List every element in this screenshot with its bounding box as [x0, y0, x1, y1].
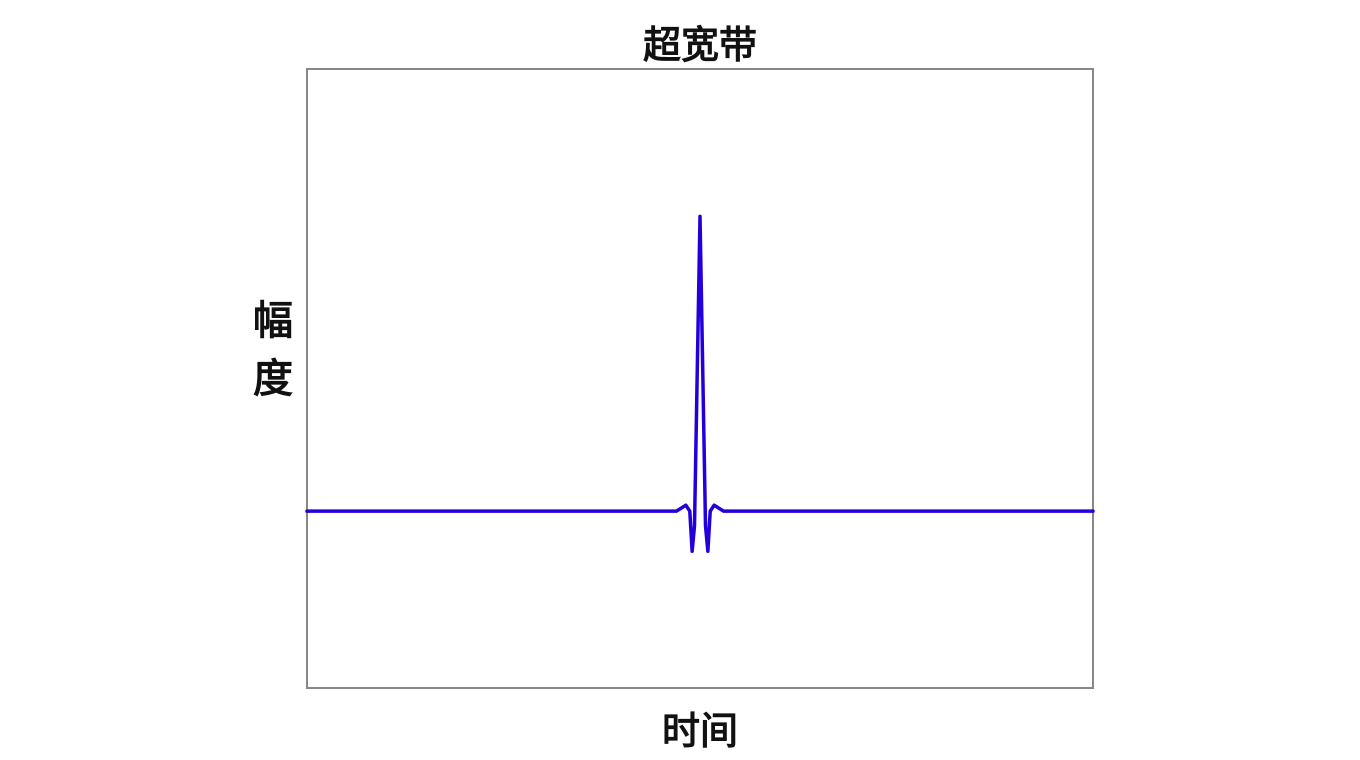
plot-frame [306, 68, 1094, 689]
y-axis-label: 幅度 [253, 298, 293, 402]
x-axis-label: 时间 [661, 709, 738, 753]
pulse-series-line [305, 214, 1095, 553]
chart-title: 超宽带 [642, 23, 757, 67]
